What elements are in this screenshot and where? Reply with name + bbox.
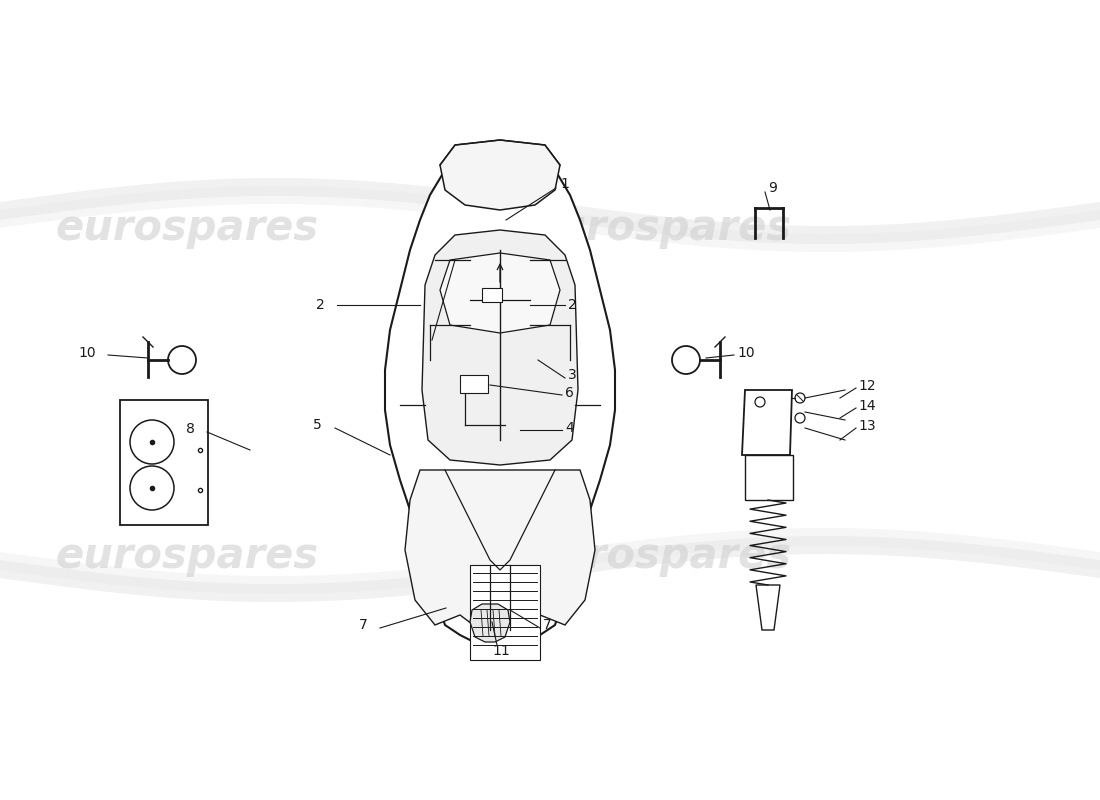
Text: 10: 10 [737,346,755,360]
Polygon shape [405,470,595,635]
Text: 12: 12 [858,379,876,393]
Bar [482,288,502,302]
Polygon shape [385,145,615,648]
Text: 2: 2 [317,298,324,312]
Polygon shape [0,536,1100,602]
Text: 10: 10 [78,346,96,360]
Text: eurospares: eurospares [55,207,319,249]
Text: 14: 14 [858,399,876,413]
Polygon shape [470,604,510,642]
Bar [470,565,540,660]
Text: 6: 6 [565,386,574,400]
Text: 13: 13 [858,419,876,433]
Polygon shape [0,178,1100,244]
Text: 7: 7 [360,618,368,632]
Bar [120,400,208,525]
Text: 9: 9 [768,181,777,195]
Polygon shape [742,390,792,455]
Polygon shape [0,186,1100,252]
Polygon shape [440,253,560,333]
Text: 11: 11 [492,644,509,658]
Bar [460,375,488,393]
Text: eurospares: eurospares [528,535,792,577]
Text: 3: 3 [568,368,576,382]
Text: 1: 1 [560,177,569,191]
Text: 8: 8 [186,422,195,436]
Text: eurospares: eurospares [528,207,792,249]
Bar [745,455,793,500]
Polygon shape [422,230,578,465]
Text: 2: 2 [568,298,576,312]
Text: 7: 7 [543,618,552,632]
Text: 4: 4 [565,421,574,435]
Text: 5: 5 [314,418,322,432]
Text: eurospares: eurospares [55,535,319,577]
Polygon shape [0,528,1100,594]
Polygon shape [756,585,780,630]
Polygon shape [440,140,560,210]
